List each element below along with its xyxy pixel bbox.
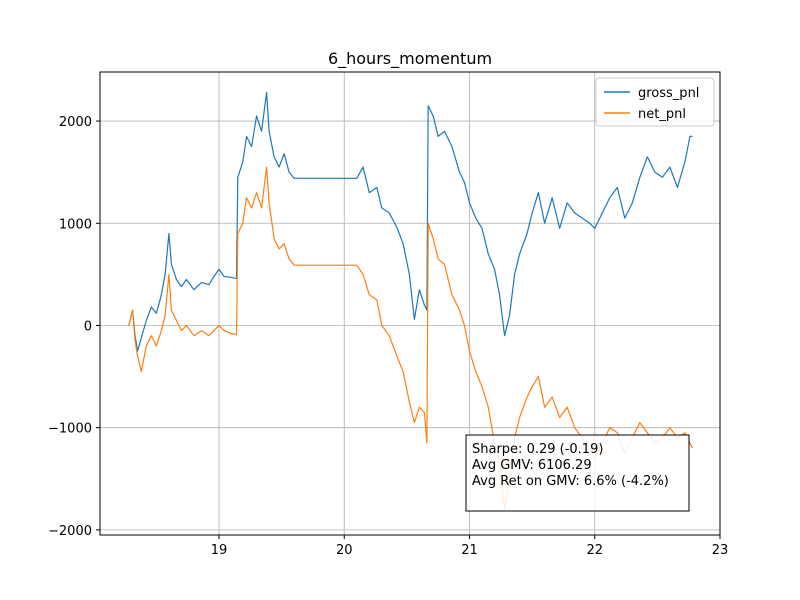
y-tick-label: 1000 (59, 217, 92, 232)
x-tick-label: 19 (211, 543, 228, 558)
legend-box (595, 77, 715, 127)
legend-label-gross-pnl: gross_pnl (638, 86, 699, 101)
x-tick-label: 20 (336, 543, 353, 558)
chart-title: 6_hours_momentum (328, 49, 492, 69)
x-tick-label: 22 (586, 543, 603, 558)
stats-line: Sharpe: 0.29 (-0.19) (472, 442, 603, 457)
y-tick-label: −2000 (48, 524, 92, 539)
stats-line: Avg Ret on GMV: 6.6% (-4.2%) (472, 474, 669, 489)
plot-frame (99, 71, 721, 536)
series-line-gross-pnl (128, 91, 693, 352)
stats-line: Avg GMV: 6106.29 (472, 458, 592, 473)
x-tick-label: 21 (461, 543, 478, 558)
x-axis: 19 20 21 22 23 (211, 535, 729, 558)
y-tick-label: 2000 (59, 115, 92, 130)
y-tick-label: −1000 (48, 422, 92, 437)
y-axis: −2000 −1000 0 1000 2000 (48, 115, 100, 539)
stats-box: Sharpe: 0.29 (-0.19)Avg GMV: 6106.29Avg … (465, 434, 690, 512)
legend-label-net-pnl: net_pnl (638, 107, 686, 122)
x-tick-label: 23 (712, 543, 729, 558)
y-tick-label: 0 (84, 319, 92, 334)
stats-box-frame (465, 434, 690, 512)
legend: gross_pnl net_pnl (595, 77, 715, 127)
